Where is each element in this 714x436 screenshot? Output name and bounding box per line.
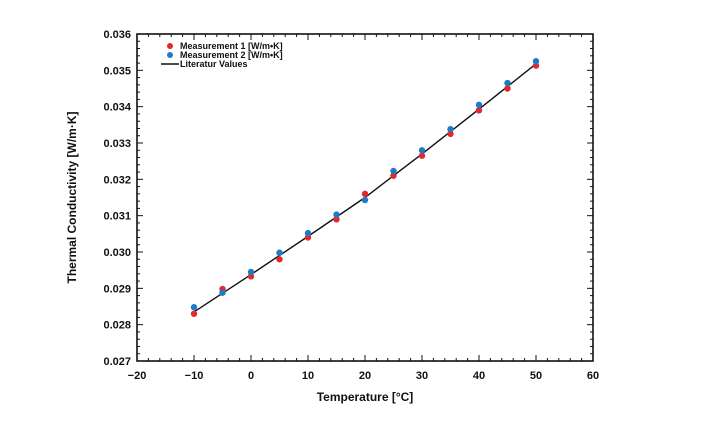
series-2-point [190, 304, 198, 311]
series-1-point [447, 130, 454, 138]
y-tick-label: 0.030 [103, 247, 131, 259]
series-1-point [418, 152, 426, 159]
series-1-point [190, 310, 198, 317]
series-1-point [475, 107, 483, 114]
y-tick-label: 0.031 [103, 211, 131, 223]
x-tick-label: 40 [473, 370, 485, 382]
x-tick-label: 10 [302, 370, 314, 382]
x-tick-label: −10 [185, 370, 204, 382]
series-2-point [504, 79, 511, 87]
x-axis-title: Temperature [°C] [317, 390, 414, 404]
series-2-point [390, 167, 397, 175]
legend: Measurement 1 [W/m•K]Measurement 2 [W/m•… [161, 41, 283, 69]
series-2-point [475, 101, 483, 109]
legend-marker [167, 43, 173, 49]
series-2-point [276, 249, 283, 256]
x-tick-label: −20 [128, 370, 147, 382]
x-tick-label: 0 [248, 370, 254, 382]
literature-line [193, 63, 537, 313]
y-tick-label: 0.028 [103, 320, 131, 332]
x-tick-label: 50 [530, 370, 542, 382]
series-2-point [447, 125, 454, 133]
plot-area [190, 58, 540, 317]
legend-label: Measurement 2 [W/m•K] [180, 50, 283, 60]
series-1-point [333, 216, 340, 223]
y-tick-label: 0.034 [103, 102, 131, 114]
axes: −20 −10 0 10 20 30 40 50 60 0.027 0.028 0.029 0.030 0… [103, 29, 599, 382]
x-tick-label: 20 [359, 370, 371, 382]
series-1-point [276, 256, 283, 263]
y-axis-title: Thermal Conductivity [W/m·K] [65, 111, 79, 283]
y-tick-label: 0.027 [103, 356, 131, 368]
series-2-point [304, 229, 312, 237]
series-1-point [361, 190, 369, 198]
series-1-point [390, 172, 397, 179]
series-2-point [418, 147, 426, 154]
y-tick-label: 0.029 [103, 283, 131, 295]
series-2-point [361, 196, 369, 204]
legend-marker [167, 52, 173, 58]
y-tick-label: 0.032 [103, 174, 131, 186]
legend-label: Literatur Values [180, 59, 248, 69]
x-tick-label: 30 [416, 370, 428, 382]
series-1-point [504, 85, 511, 92]
series-2-point [532, 58, 540, 65]
series-2-point [333, 211, 340, 218]
series-2-point [247, 268, 255, 276]
series-2-point [219, 289, 226, 296]
legend-label: Measurement 1 [W/m•K] [180, 41, 283, 51]
y-tick-label: 0.035 [103, 65, 131, 77]
y-tick-label: 0.036 [103, 29, 131, 41]
x-tick-label: 60 [587, 370, 599, 382]
y-tick-label: 0.033 [103, 138, 131, 150]
